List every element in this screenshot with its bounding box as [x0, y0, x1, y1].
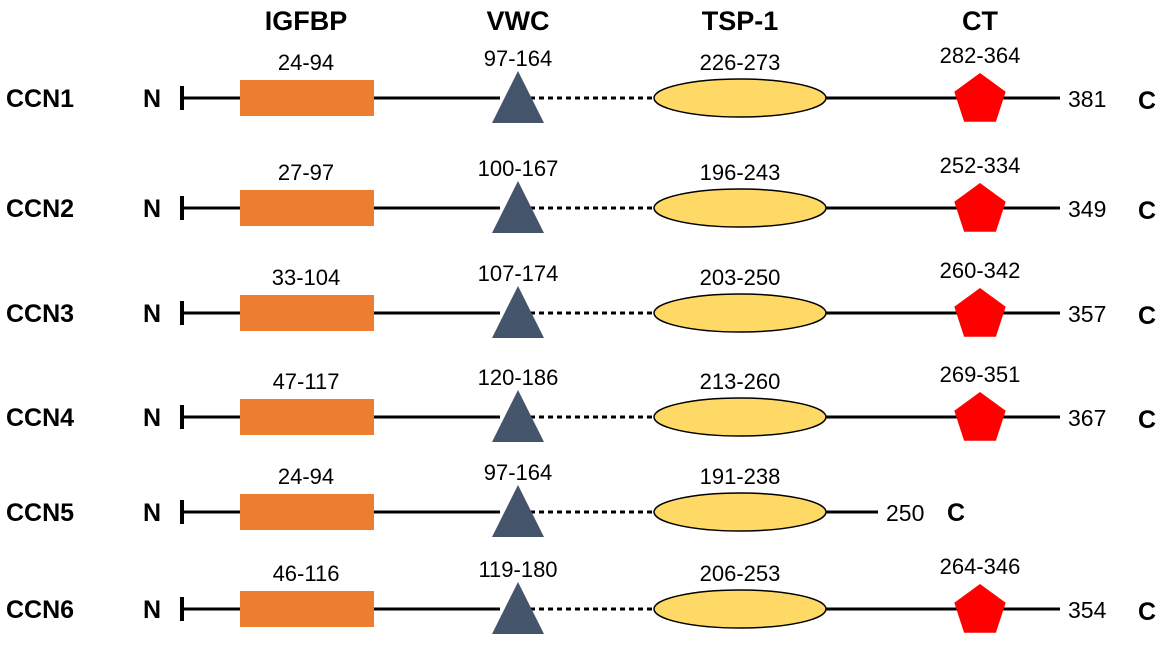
- vwc-range: 107-174: [478, 261, 559, 286]
- vwc-domain: [492, 286, 544, 338]
- tsp1-range: 191-238: [700, 464, 781, 489]
- protein-row-ccn3: CCN3 N 33-104 107-174 203-250 260-342 357 C: [6, 258, 1156, 338]
- vwc-domain: [492, 181, 544, 233]
- igfbp-range: 24-94: [278, 464, 334, 489]
- vwc-range: 97-164: [484, 46, 553, 71]
- ct-range: 252-334: [940, 153, 1021, 178]
- ct-range: 269-351: [940, 362, 1021, 387]
- protein-length: 354: [1068, 597, 1107, 623]
- vwc-range: 119-180: [478, 557, 557, 582]
- protein-label: CCN3: [6, 300, 74, 328]
- n-terminus-label: N: [143, 195, 161, 223]
- igfbp-domain: [240, 80, 374, 116]
- protein-length: 381: [1068, 86, 1106, 112]
- vwc-range: 97-164: [484, 460, 553, 485]
- protein-rows: CCN1 N 24-94 97-164 226-273 282-364 381 C CCN2 N 2…: [6, 43, 1156, 634]
- header-vwc: VWC: [487, 6, 550, 36]
- protein-length: 357: [1068, 301, 1106, 327]
- ct-domain: [954, 73, 1006, 122]
- tsp1-range: 196-243: [700, 160, 781, 185]
- igfbp-domain: [240, 190, 374, 226]
- n-terminus-label: N: [143, 499, 161, 527]
- vwc-domain: [492, 71, 544, 123]
- protein-row-ccn4: CCN4 N 47-117 120-186 213-260 269-351 367 C: [6, 362, 1156, 442]
- protein-row-ccn5: CCN5 N 24-94 97-164 191-238 250 C: [6, 460, 965, 537]
- ct-range: 282-364: [940, 43, 1021, 68]
- header-tsp1: TSP-1: [702, 6, 779, 36]
- c-terminus-label: C: [1138, 87, 1156, 115]
- protein-row-ccn2: CCN2 N 27-97 100-167 196-243 252-334 349 C: [6, 153, 1156, 233]
- c-terminus-label: C: [1138, 406, 1156, 434]
- protein-label: CCN1: [6, 85, 74, 113]
- vwc-range: 100-167: [478, 156, 559, 181]
- c-terminus-label: C: [1138, 197, 1156, 225]
- tsp1-domain: [653, 397, 827, 437]
- c-terminus-label: C: [947, 499, 965, 527]
- tsp1-range: 203-250: [700, 265, 781, 290]
- igfbp-domain: [240, 295, 374, 331]
- tsp1-domain: [653, 78, 827, 118]
- igfbp-range: 33-104: [272, 265, 341, 290]
- protein-label: CCN5: [6, 499, 74, 527]
- ct-domain: [954, 183, 1006, 232]
- protein-label: CCN2: [6, 195, 74, 223]
- ct-domain: [954, 288, 1006, 337]
- tsp1-range: 213-260: [700, 369, 781, 394]
- ct-range: 264-346: [940, 554, 1021, 579]
- header-igfbp: IGFBP: [265, 6, 348, 36]
- protein-length: 250: [886, 500, 924, 526]
- tsp1-domain: [653, 589, 827, 629]
- protein-row-ccn1: CCN1 N 24-94 97-164 226-273 282-364 381 C: [6, 43, 1156, 123]
- tsp1-range: 206-253: [700, 561, 781, 586]
- tsp1-domain: [653, 492, 827, 532]
- n-terminus-label: N: [143, 404, 161, 432]
- protein-length: 367: [1068, 405, 1106, 431]
- header-ct: CT: [962, 6, 998, 36]
- tsp1-range: 226-273: [700, 50, 781, 75]
- domain-headers: IGFBP VWC TSP-1 CT: [265, 6, 999, 36]
- protein-row-ccn6: CCN6 N 46-116 119-180 206-253 264-346 354 C: [6, 554, 1156, 634]
- ct-domain: [954, 584, 1006, 633]
- igfbp-range: 47-117: [273, 369, 340, 394]
- ct-domain: [954, 392, 1006, 441]
- protein-label: CCN4: [6, 404, 74, 432]
- vwc-domain: [492, 390, 544, 442]
- protein-label: CCN6: [6, 596, 74, 624]
- igfbp-range: 46-116: [273, 561, 340, 586]
- n-terminus-label: N: [143, 300, 161, 328]
- c-terminus-label: C: [1138, 302, 1156, 330]
- c-terminus-label: C: [1138, 598, 1156, 626]
- n-terminus-label: N: [143, 596, 161, 624]
- ct-range: 260-342: [940, 258, 1021, 283]
- igfbp-range: 27-97: [278, 160, 334, 185]
- vwc-range: 120-186: [478, 365, 559, 390]
- vwc-domain: [492, 582, 544, 634]
- igfbp-domain: [240, 591, 374, 627]
- igfbp-domain: [240, 494, 374, 530]
- igfbp-range: 24-94: [278, 50, 334, 75]
- igfbp-domain: [240, 399, 374, 435]
- protein-length: 349: [1068, 196, 1106, 222]
- n-terminus-label: N: [143, 85, 161, 113]
- tsp1-domain: [653, 293, 827, 333]
- vwc-domain: [492, 485, 544, 537]
- tsp1-domain: [653, 188, 827, 228]
